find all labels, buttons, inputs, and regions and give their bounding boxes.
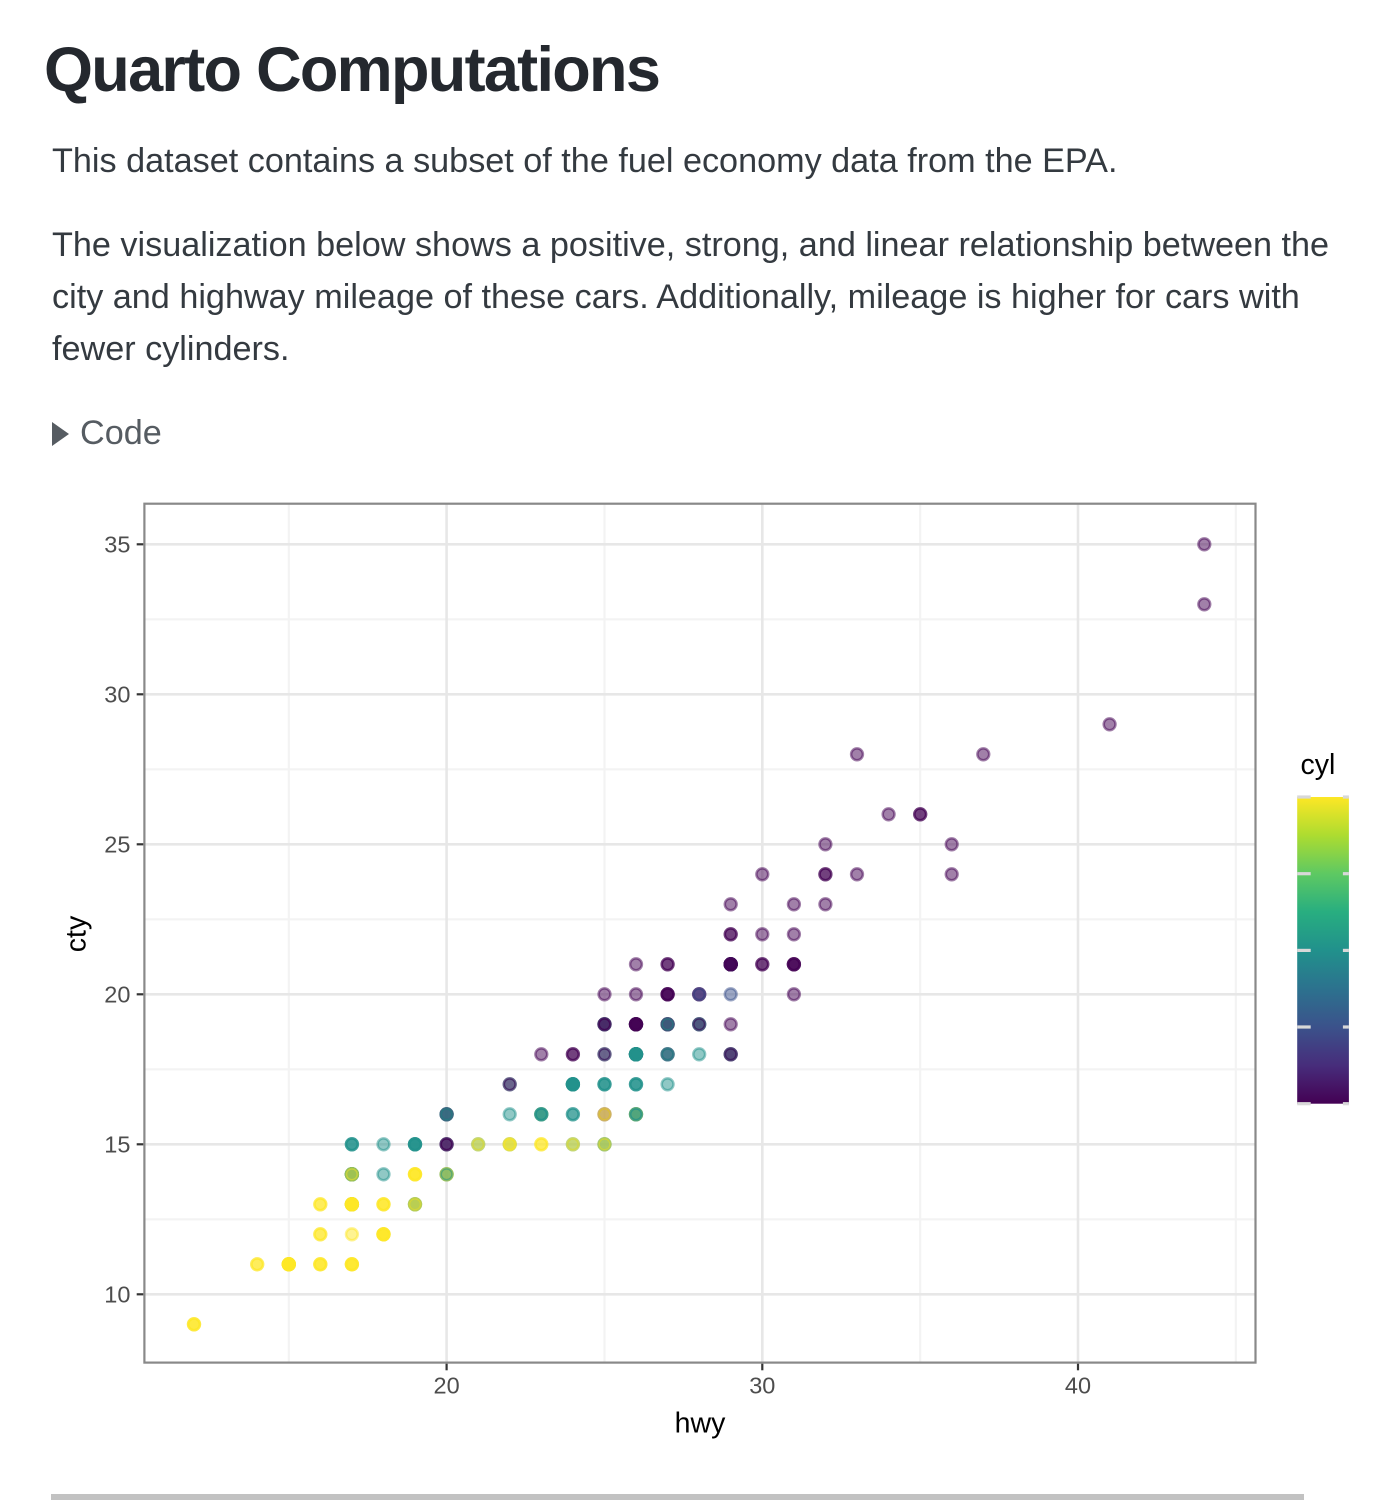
svg-text:30: 30: [104, 682, 130, 708]
svg-text:hwy: hwy: [675, 1408, 726, 1440]
svg-text:15: 15: [104, 1132, 130, 1158]
svg-text:25: 25: [104, 832, 130, 858]
svg-text:10: 10: [104, 1282, 130, 1308]
svg-text:cyl: cyl: [1301, 749, 1336, 781]
svg-text:30: 30: [749, 1372, 775, 1398]
svg-text:cty: cty: [61, 915, 93, 952]
svg-text:20: 20: [434, 1372, 460, 1398]
svg-text:40: 40: [1065, 1372, 1091, 1398]
svg-text:35: 35: [104, 532, 130, 558]
svg-text:20: 20: [104, 982, 130, 1008]
